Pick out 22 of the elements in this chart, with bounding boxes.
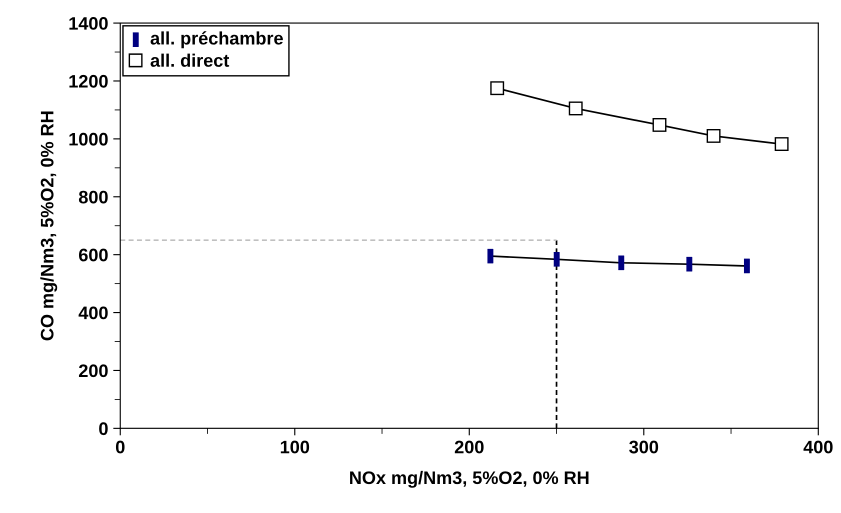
- x-tick-label: 300: [629, 440, 658, 454]
- x-tick-label: 200: [454, 440, 484, 454]
- point: [568, 102, 583, 116]
- y-tick-label: 800: [78, 190, 108, 204]
- y-tick-label: 1400: [69, 17, 108, 30]
- x-tick-label: 400: [804, 440, 833, 454]
- legend-label: all. direct: [150, 54, 230, 67]
- point: [774, 137, 789, 152]
- x-axis-title: NOx mg/Nm3, 5%O2, 0% RH: [350, 470, 588, 488]
- point: [706, 129, 721, 143]
- x-tick-label: 100: [280, 440, 310, 454]
- point: [652, 118, 666, 132]
- y-tick-label: 400: [78, 306, 108, 320]
- point: [490, 81, 504, 96]
- y-tick-label: 1200: [69, 74, 108, 88]
- legend-label: all. préchambre: [150, 31, 283, 48]
- x-tick-label: 0: [116, 440, 125, 454]
- y-tick-label: 200: [78, 364, 108, 378]
- y-tick-label: 600: [78, 248, 108, 262]
- y-tick-label: 0: [99, 422, 108, 436]
- y-axis-title: CO mg/Nm3, 5%O2, 0% RH: [40, 112, 58, 340]
- y-tick-label: 1000: [69, 132, 108, 146]
